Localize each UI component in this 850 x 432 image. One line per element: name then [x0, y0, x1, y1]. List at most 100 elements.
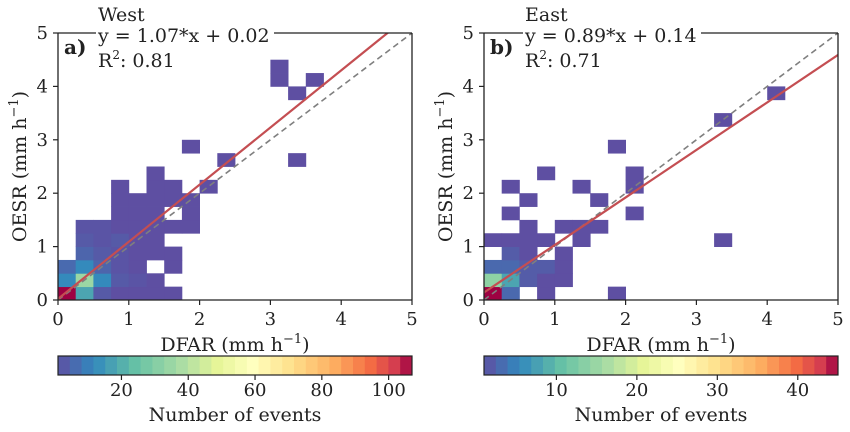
heatmap-cell: [537, 166, 556, 181]
colorbar-segment: [578, 356, 591, 375]
heatmap-cell: [607, 139, 626, 154]
heatmap-cell: [75, 246, 94, 261]
heatmap-cell: [537, 286, 556, 300]
colorbar-segment: [364, 356, 378, 375]
heatmap-cell: [146, 166, 165, 181]
colorbar-segment: [531, 356, 544, 375]
colorbar-segment: [176, 356, 189, 375]
heatmap-cells: [484, 86, 786, 300]
colorbar-segment: [223, 356, 236, 375]
heatmap-cell: [590, 219, 609, 234]
colorbar-tick-label: 40: [786, 380, 809, 401]
r-squared-symbol: R: [525, 50, 540, 72]
colorbar-segment: [58, 356, 71, 375]
heatmap-cell: [217, 153, 236, 167]
y-tick-label: 2: [463, 183, 474, 204]
heatmap-cell: [128, 273, 147, 288]
x-tick-label: 5: [832, 309, 843, 330]
heatmap-cell: [554, 219, 573, 234]
x-tick-label: 5: [406, 309, 417, 330]
colorbar-segment: [495, 356, 509, 375]
heatmap-cell: [111, 233, 130, 247]
colorbar-tick-label: 20: [110, 380, 133, 401]
heatmap-cell: [111, 286, 130, 300]
colorbar-segment: [755, 356, 768, 375]
colorbar-segment: [128, 356, 142, 375]
colorbar-segment: [400, 356, 413, 375]
heatmap-cell: [128, 259, 147, 274]
colorbar-segment: [81, 356, 94, 375]
colorbar-segment: [767, 356, 780, 375]
colorbar-segment: [625, 356, 638, 375]
colorbar-segment: [519, 356, 532, 375]
colorbar-label: Number of events: [575, 404, 748, 426]
x-tick-label: 4: [761, 309, 772, 330]
colorbar-tick-label: 20: [625, 380, 648, 401]
colorbar-segment: [602, 356, 615, 375]
fit-equation: y = 1.07*x + 0.02: [97, 25, 270, 47]
heatmap-cell: [93, 246, 112, 261]
colorbar-segment: [554, 356, 568, 375]
colorbar-tick-label: 40: [177, 380, 200, 401]
colorbar-frame: [483, 355, 839, 376]
x-tick-label: 0: [478, 309, 489, 330]
heatmap-cell: [128, 246, 147, 261]
heatmap-cell: [111, 193, 130, 207]
heatmap-cell: [58, 259, 77, 274]
r-squared: R2: 0.71: [525, 48, 602, 72]
colorbar-segment: [199, 356, 212, 375]
heatmap-cell: [519, 273, 538, 288]
heatmap-cell: [164, 219, 183, 234]
y-tick-label: 2: [37, 183, 48, 204]
y-tick-label: 0: [463, 290, 474, 311]
y-tick-label: 4: [463, 76, 474, 97]
heatmap-cell: [146, 206, 165, 221]
heatmap-cell: [501, 179, 520, 194]
colorbar-segment: [814, 356, 827, 375]
colorbar-segment: [566, 356, 579, 375]
colorbar-segment: [507, 356, 520, 375]
r-squared-symbol: R: [98, 50, 113, 72]
heatmap-cell: [75, 233, 94, 247]
heatmap-cell: [519, 219, 538, 234]
colorbar-segment: [294, 356, 307, 375]
annotation-background: [523, 4, 701, 44]
heatmap-cell: [181, 206, 200, 221]
colorbar-segment: [258, 356, 271, 375]
region-title: West: [98, 4, 145, 26]
colorbar-segment: [790, 356, 804, 375]
heatmap-cell: [111, 179, 130, 194]
y-tick-label: 4: [37, 76, 48, 97]
heatmap-cell: [607, 286, 626, 300]
colorbar-segment: [637, 356, 650, 375]
heatmap-cell: [93, 233, 112, 247]
colorbar-segment: [743, 356, 756, 375]
heatmap-cell: [572, 233, 591, 247]
heatmap-cell: [164, 179, 183, 194]
heatmap-cell: [519, 233, 538, 247]
colorbar-segment: [696, 356, 709, 375]
colorbar-segment: [590, 356, 603, 375]
heatmap-cell: [484, 233, 503, 247]
regression-line: [484, 53, 838, 294]
colorbar-segment: [329, 356, 342, 375]
x-tick-label: 3: [691, 309, 702, 330]
colorbar: 10 20 30 40 Number of events: [483, 355, 839, 426]
heatmap-cell: [111, 219, 130, 234]
heatmap-cell: [270, 73, 289, 87]
colorbar-segment: [69, 356, 83, 375]
colorbar-frame: [57, 355, 413, 376]
heatmap-cell: [146, 179, 165, 194]
heatmap-cell: [93, 286, 112, 300]
one-to-one-line: [484, 33, 838, 300]
heatmap-cell: [128, 219, 147, 234]
region-title: East: [525, 4, 568, 26]
heatmap-cell: [501, 233, 520, 247]
y-tick-label: 0: [37, 290, 48, 311]
y-axis-label: OESR (mm h−1): [7, 91, 31, 242]
colorbar-segment: [235, 356, 248, 375]
colorbar-segment: [246, 356, 260, 375]
heatmap-cell: [537, 273, 556, 288]
